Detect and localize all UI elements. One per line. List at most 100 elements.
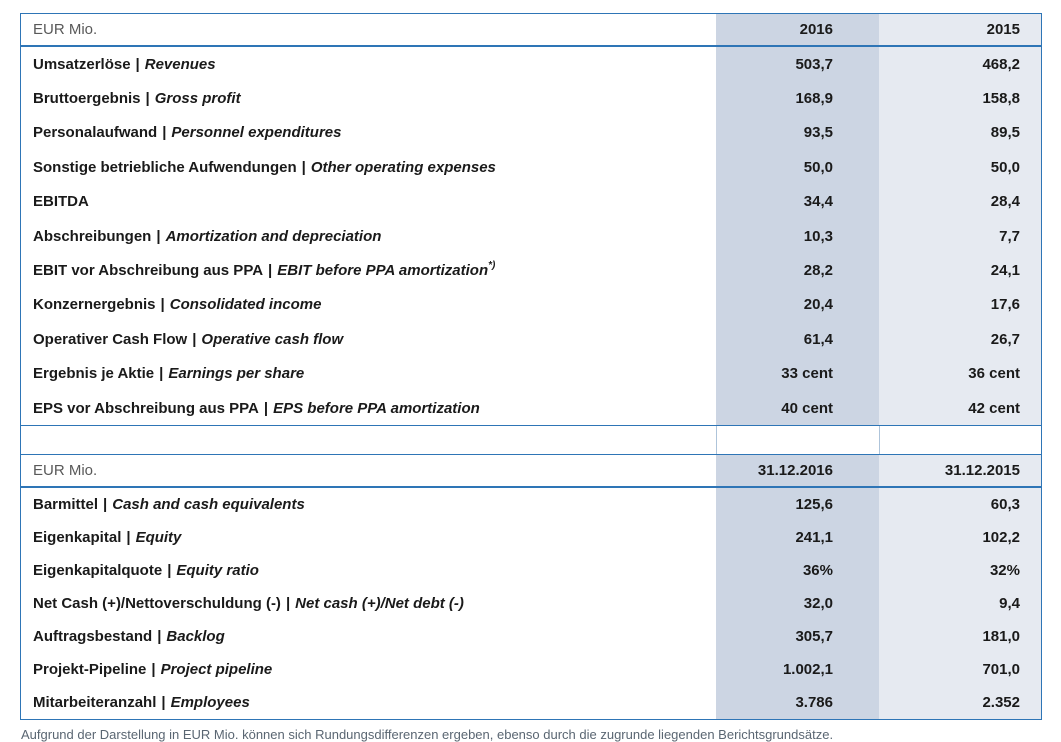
row-label-de: Umsatzerlöse [33,55,131,73]
value-cell-col2: 89,5 [879,115,1041,151]
row-label-en: Project pipeline [160,661,273,679]
row-label-en: Personnel expenditures [171,124,342,142]
label-separator: | [263,399,269,417]
gap-col2-cell [879,426,1041,455]
row-label: Sonstige betriebliche Aufwendungen | Other… [21,150,716,184]
table1-column-header-2015: 2015 [879,14,1041,45]
label-separator: | [151,661,156,679]
value-cell-col1: 10,3 [716,218,879,254]
value-cell-col1: 20,4 [716,287,879,323]
row-label: EPS vor Abschreibung aus PPA | EPS before … [21,391,716,425]
row-label-de: EBIT vor Abschreibung aus PPA [33,262,264,280]
key-figures-table: EUR Mio. 2016 2015 Umsatzerlöse | Revenues… [20,13,1042,721]
table-row: Eigenkapitalquote | Equity ratio 36% 32% [21,554,1041,588]
row-label-de: Barmittel [33,496,99,514]
row-label: Barmittel | Cash and cash equivalents [21,488,716,521]
row-label-en: Equity [135,529,182,547]
table1-unit-label: EUR Mio. [33,21,98,38]
row-label-de: Konzernergebnis [33,296,156,314]
value-cell-col2: 50,0 [879,150,1041,185]
table-footnote: Aufgrund der Darstellung in EUR Mio. kön… [21,727,834,742]
table1-body: Umsatzerlöse | Revenues 503,7 468,2 Brutto… [21,47,1041,426]
row-label: Net Cash (+)/Nettoverschuldung (-) | Net c… [21,587,716,620]
table-row: Eigenkapital | Equity 241,1 102,2 [21,521,1041,555]
table-row: Sonstige betriebliche Aufwendungen | Other… [21,150,1041,185]
label-separator: | [160,296,165,314]
table-row: Personalaufwand | Personnel expenditures 9… [21,115,1041,151]
value-cell-col2: 7,7 [879,218,1041,254]
value-cell-col1: 93,5 [716,115,879,151]
value-cell-col2: 32% [879,554,1041,588]
row-label-en: Equity ratio [176,562,259,580]
label-separator: | [156,227,161,245]
row-label-en: Backlog [166,628,225,646]
row-label: Abschreibungen | Amortization and deprecia… [21,219,716,253]
row-label-de: Net Cash (+)/Nettoverschuldung (-) [33,595,281,613]
label-separator: | [285,595,291,613]
row-label-en: EPS before PPA amortization [273,399,480,417]
value-cell-col2: 36 cent [879,356,1041,391]
row-label-en: Consolidated income [169,296,322,314]
value-cell-col1: 34,4 [716,184,879,219]
row-label: Eigenkapitalquote | Equity ratio [21,554,716,587]
label-separator: | [268,262,273,280]
table-row: EBIT vor Abschreibung aus PPA | EBIT befor… [21,253,1041,288]
row-label-en: Other operating expenses [310,158,496,176]
value-cell-col2: 60,3 [879,488,1041,522]
table-row: Barmittel | Cash and cash equivalents 125,… [21,488,1041,522]
table2-unit-label: EUR Mio. [33,462,98,480]
table-row: Abschreibungen | Amortization and deprecia… [21,218,1041,254]
row-label-en: Cash and cash equivalents [112,496,305,514]
gap-label-cell [21,426,716,454]
value-cell-col2: 17,6 [879,287,1041,323]
value-cell-col1: 28,2 [716,253,879,288]
row-label: Projekt-Pipeline | Project pipeline [21,653,716,686]
value-cell-col2: 24,1 [879,253,1041,288]
value-cell-col2: 102,2 [879,521,1041,555]
label-separator: | [161,694,166,712]
value-cell-col1: 1.002,1 [716,653,879,687]
table2-body: Barmittel | Cash and cash equivalents 125,… [21,488,1041,720]
table-row: Ergebnis je Aktie | Earnings per share 33 … [21,356,1041,391]
value-cell-col1: 168,9 [716,81,879,116]
table-row: Bruttoergebnis | Gross profit 168,9 158,8 [21,81,1041,116]
row-label-de: EBITDA [33,193,89,211]
row-label-en: Operative cash flow [201,330,344,348]
table2-header-row: EUR Mio. 31.12.2016 31.12.2015 [21,455,1041,489]
value-cell-col1: 33 cent [716,356,879,391]
value-cell-col1: 503,7 [716,47,879,82]
value-cell-col2: 468,2 [879,47,1041,82]
row-label: EBIT vor Abschreibung aus PPA | EBIT befor… [21,253,716,287]
row-label-en: Net cash (+)/Net debt (-) [295,595,464,613]
value-cell-col1: 36% [716,554,879,588]
table2-column-header-31.12.2016: 31.12.2016 [716,455,879,487]
table-row: Net Cash (+)/Nettoverschuldung (-) | Net c… [21,587,1041,621]
row-label-de: Eigenkapitalquote [33,562,163,580]
value-cell-col1: 241,1 [716,521,879,555]
table-row: EPS vor Abschreibung aus PPA | EPS before … [21,390,1041,426]
table-row: Operativer Cash Flow | Operative cash flow… [21,322,1041,357]
table-row: Mitarbeiteranzahl | Employees 3.786 2.352 [21,686,1041,720]
row-label-de: Bruttoergebnis [33,90,141,108]
value-cell-col1: 3.786 [716,686,879,720]
row-label-de: Sonstige betriebliche Aufwendungen [33,158,297,176]
row-label: Auftragsbestand | Backlog [21,620,716,653]
label-separator: | [162,124,167,142]
value-cell-col2: 42 cent [879,390,1041,426]
row-label: Personalaufwand | Personnel expenditures [21,116,716,150]
row-label-de: Personalaufwand [33,124,158,142]
label-separator: | [103,496,108,514]
row-label-en: EBIT before PPA amortization [277,262,489,280]
row-label-de: Projekt-Pipeline [33,661,147,679]
table-row: Umsatzerlöse | Revenues 503,7 468,2 [21,47,1041,82]
row-label: EBITDA [21,185,716,219]
table-row: Auftragsbestand | Backlog 305,7 181,0 [21,620,1041,654]
gap-col1-cell [716,426,879,455]
value-cell-col1: 61,4 [716,322,879,357]
table1-column-header-2016: 2016 [716,14,879,45]
footnote-marker: *) [488,260,496,272]
value-cell-col2: 9,4 [879,587,1041,621]
table-row: Konzernergebnis | Consolidated income 20,4… [21,287,1041,323]
table1-header-row: EUR Mio. 2016 2015 [21,14,1041,47]
section-gap-row [21,425,1041,456]
